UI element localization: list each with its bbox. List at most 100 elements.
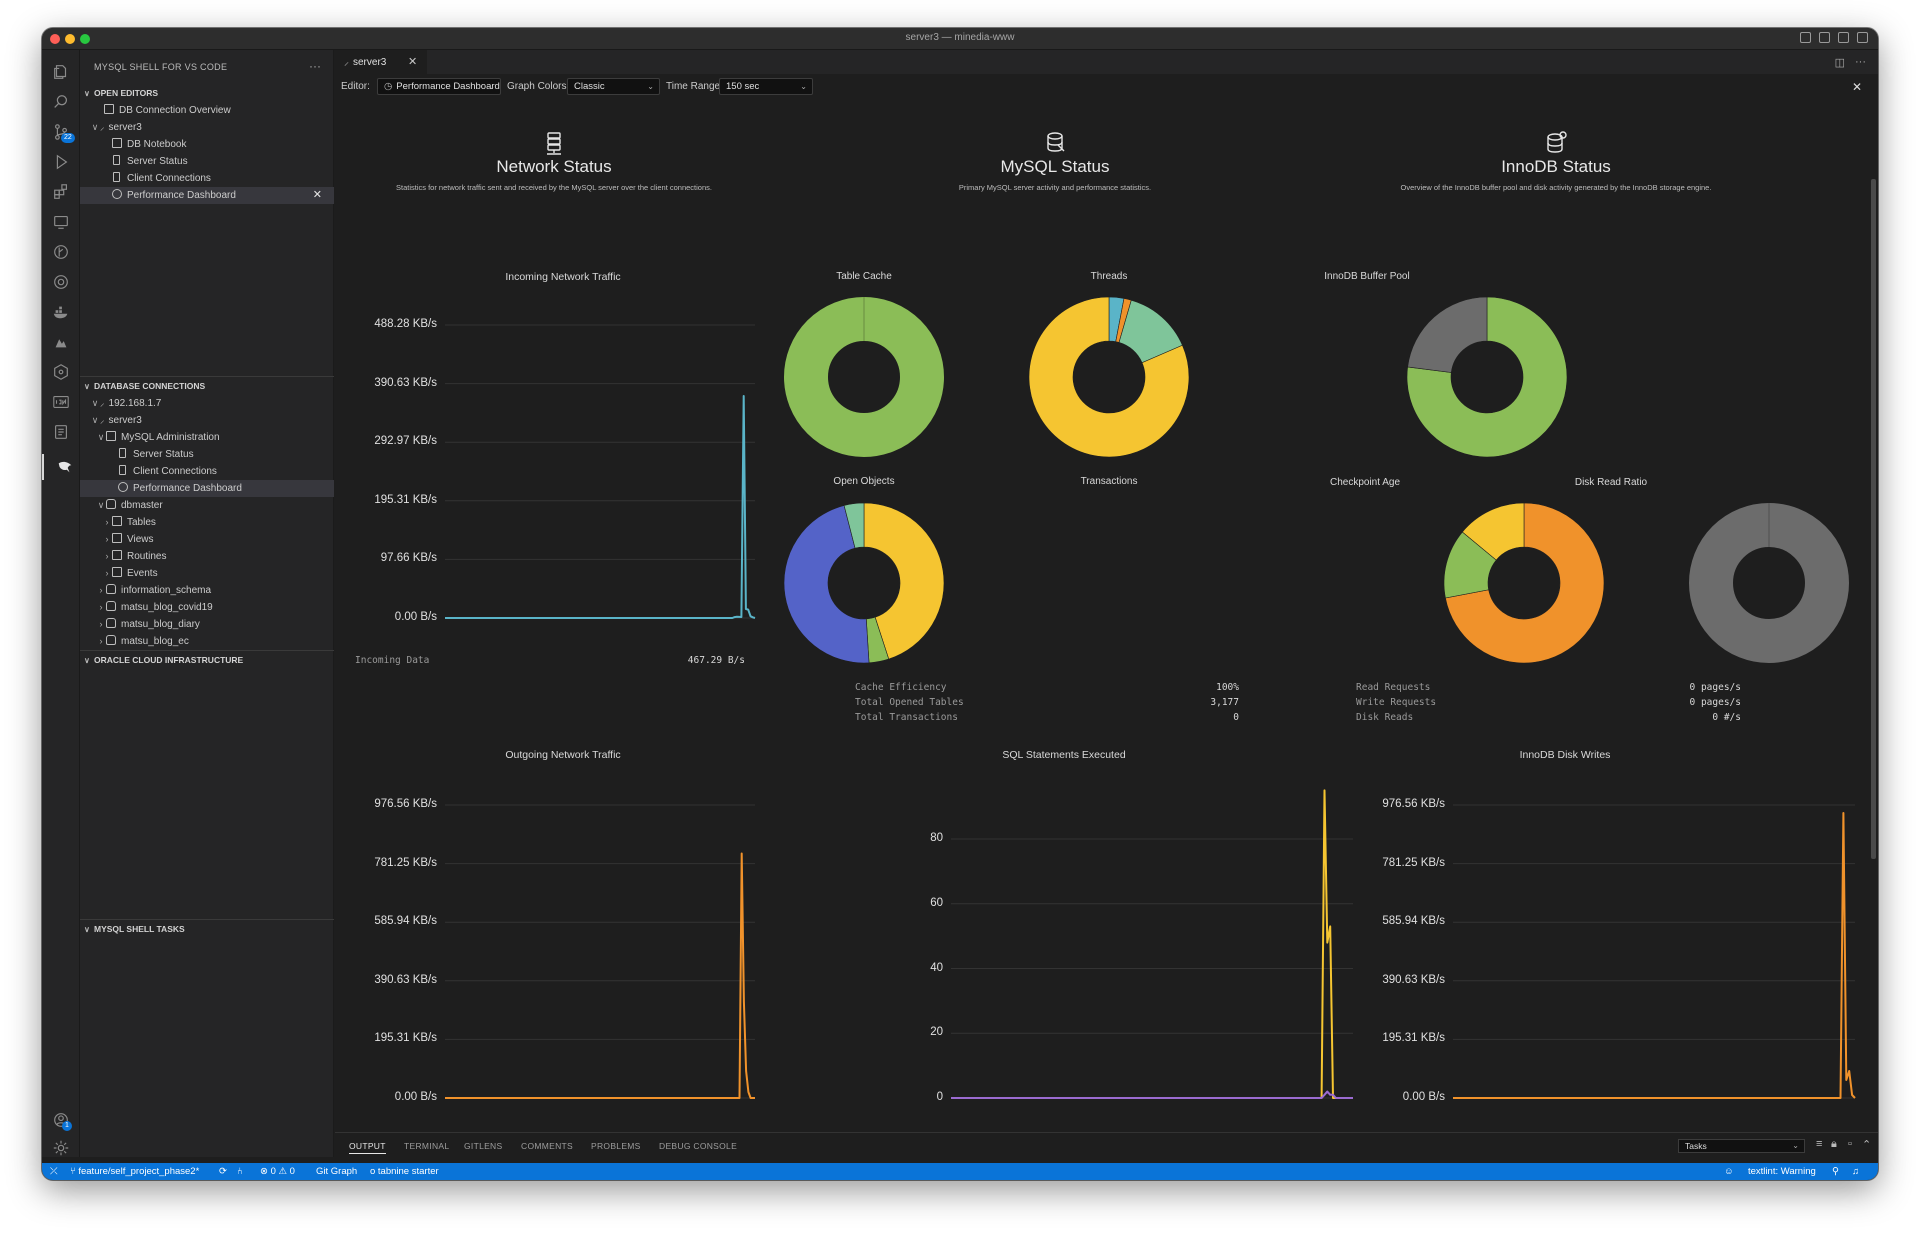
item-label: server3	[108, 415, 142, 426]
views-node[interactable]: › Views	[80, 531, 334, 548]
open-editor-db-notebook[interactable]: DB Notebook	[80, 136, 334, 153]
panel-tab-terminal[interactable]: TERMINAL	[404, 1141, 450, 1151]
editor-tab-bar: ⸝ server3 ✕ ◫ ···	[335, 50, 1878, 75]
open-editor-performance-dashboard[interactable]: Performance Dashboard ✕	[80, 187, 334, 204]
git-graph-button[interactable]: Git Graph	[316, 1166, 358, 1177]
donut-charts	[783, 296, 1849, 664]
more-actions-icon[interactable]: ···	[1855, 56, 1866, 68]
schema-dbmaster[interactable]: ∨ dbmaster	[80, 497, 334, 514]
toggle-secondary-sidebar-icon[interactable]	[1838, 32, 1849, 43]
chevron-down-icon: ⌄	[1792, 1141, 1799, 1150]
innodb-disk-writes-tick-label: 0.00 B/s	[1402, 1091, 1445, 1103]
incoming-traffic-tick-label: 97.66 KB/s	[380, 552, 437, 565]
remote-indicator-icon[interactable]: ⤫	[50, 1166, 58, 1177]
connection-server3[interactable]: ∨ ⸝ server3	[80, 412, 334, 429]
open-editor-server3-group[interactable]: ∨ ⸝ server3	[80, 119, 334, 136]
panel-tab-comments[interactable]: COMMENTS	[521, 1141, 573, 1151]
branch-indicator[interactable]: ⑂ feature/self_project_phase2*	[70, 1163, 199, 1180]
copilot-icon[interactable]: ☺	[1724, 1166, 1734, 1177]
schema-information-schema[interactable]: › information_schema	[80, 582, 334, 599]
settings-gear-icon[interactable]	[51, 1138, 71, 1158]
time-range-select[interactable]: 150 sec ⌄	[719, 78, 813, 95]
editor-scrollbar[interactable]	[1871, 179, 1876, 859]
graph-colors-select[interactable]: Classic ⌄	[567, 78, 660, 95]
json-icon[interactable]	[51, 392, 71, 412]
filter-list-icon[interactable]: ≡	[1816, 1138, 1823, 1150]
notebook-icon[interactable]	[51, 422, 71, 442]
item-label: 192.168.1.7	[108, 398, 162, 409]
more-actions-icon[interactable]: ···	[309, 59, 321, 73]
item-label: Events	[127, 568, 158, 579]
minimize-window-button[interactable]	[65, 34, 75, 44]
item-label: MySQL Administration	[121, 432, 220, 443]
docker-icon[interactable]	[51, 302, 71, 322]
git-actions-icon[interactable]: ⑃	[237, 1166, 243, 1177]
ai-icon[interactable]	[51, 332, 71, 352]
events-node[interactable]: › Events	[80, 565, 334, 582]
schema-matsu-blog-covid19[interactable]: › matsu_blog_covid19	[80, 599, 334, 616]
customize-layout-icon[interactable]	[1857, 32, 1868, 43]
close-tab-icon[interactable]: ✕	[408, 56, 418, 68]
close-window-button[interactable]	[50, 34, 60, 44]
schema-matsu-blog-ec[interactable]: › matsu_blog_ec	[80, 633, 334, 650]
kubernetes-icon[interactable]	[51, 362, 71, 382]
panel-tab-debug-console[interactable]: DEBUG CONSOLE	[659, 1141, 738, 1151]
git-graph-icon[interactable]	[51, 242, 71, 262]
close-editor-icon[interactable]: ✕	[312, 189, 322, 201]
toggle-panel-icon[interactable]	[1819, 32, 1830, 43]
remote-explorer-icon[interactable]	[51, 212, 71, 232]
oci-section[interactable]: ∨ ORACLE CLOUD INFRASTRUCTURE	[80, 652, 334, 669]
outgoing-traffic-tick-label: 0.00 B/s	[394, 1091, 437, 1103]
cache-efficiency-label: Cache Efficiency	[855, 682, 947, 693]
toggle-sidebar-icon[interactable]	[1800, 32, 1811, 43]
chevron-down-icon: ⌄	[488, 82, 495, 91]
close-panel-icon[interactable]: ✕	[1877, 1138, 1878, 1151]
client-connections-node[interactable]: Client Connections	[80, 463, 334, 480]
extensions-icon[interactable]	[51, 182, 71, 202]
server-status-node[interactable]: Server Status	[80, 446, 334, 463]
output-channel-select[interactable]: Tasks ⌄	[1678, 1139, 1805, 1153]
source-control-icon[interactable]: 22	[51, 122, 75, 143]
open-editor-client-connections[interactable]: Client Connections	[80, 170, 334, 187]
chevron-right-icon: ›	[99, 619, 103, 629]
textlint-indicator[interactable]: textlint: Warning	[1748, 1166, 1816, 1177]
database-connections-section[interactable]: ∨ DATABASE CONNECTIONS	[80, 378, 334, 395]
panel-tab-problems[interactable]: PROBLEMS	[591, 1141, 641, 1151]
open-editor-db-connection-overview[interactable]: DB Connection Overview	[80, 102, 334, 119]
mysql-shell-icon[interactable]	[42, 454, 80, 480]
connection-192-168-1-7[interactable]: ∨ ⸝ 192.168.1.7	[80, 395, 334, 412]
editor-select[interactable]: ◷ Performance Dashboard ⌄	[377, 78, 501, 95]
time-range-value: 150 sec	[726, 81, 760, 92]
feedback-icon[interactable]: ⚲	[1832, 1166, 1839, 1177]
panel-tab-gitlens[interactable]: GITLENS	[464, 1141, 503, 1151]
zoom-window-button[interactable]	[80, 34, 90, 44]
performance-dashboard-node[interactable]: Performance Dashboard	[80, 480, 334, 497]
schema-matsu-blog-diary[interactable]: › matsu_blog_diary	[80, 616, 334, 633]
explorer-icon[interactable]	[51, 62, 71, 82]
open-editors-section[interactable]: ∨ OPEN EDITORS	[80, 85, 334, 102]
routines-node[interactable]: › Routines	[80, 548, 334, 565]
table-cache-title: Table Cache	[836, 271, 892, 282]
accounts-icon[interactable]: 1	[51, 1110, 72, 1131]
search-icon[interactable]	[51, 92, 71, 112]
gitlens-icon[interactable]	[51, 272, 71, 292]
sync-icon[interactable]: ⟳	[219, 1166, 227, 1177]
sql-statements-series-line	[951, 789, 1353, 1099]
problems-indicator[interactable]: ⊗ 0 ⚠ 0	[260, 1166, 295, 1177]
open-editor-server-status[interactable]: Server Status	[80, 153, 334, 170]
lock-icon[interactable]: 🔒︎	[1831, 1138, 1837, 1150]
admin-icon	[106, 431, 116, 441]
tab-server3[interactable]: ⸝ server3 ✕	[335, 50, 427, 75]
sql-statements-tick-label: 40	[930, 961, 943, 974]
clear-output-icon[interactable]: ▫	[1848, 1138, 1852, 1150]
tables-node[interactable]: › Tables	[80, 514, 334, 531]
split-editor-icon[interactable]: ◫	[1834, 57, 1845, 69]
panel-tab-output[interactable]: OUTPUT	[349, 1141, 386, 1154]
maximize-panel-icon[interactable]: ⌃	[1862, 1139, 1872, 1151]
run-debug-icon[interactable]	[51, 152, 71, 172]
tabnine-button[interactable]: o tabnine starter	[370, 1166, 439, 1177]
close-dashboard-icon[interactable]: ✕	[1851, 80, 1862, 94]
mysql-administration-node[interactable]: ∨ MySQL Administration	[80, 429, 334, 446]
notifications-bell-icon[interactable]: ♫	[1852, 1166, 1860, 1177]
mysql-shell-tasks-section[interactable]: ∨ MYSQL SHELL TASKS	[80, 921, 334, 938]
